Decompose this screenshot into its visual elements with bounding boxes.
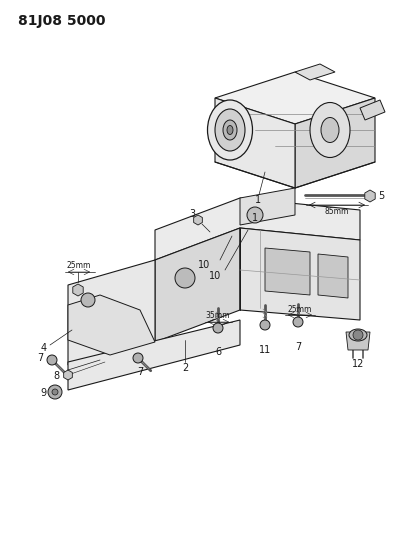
Polygon shape (240, 228, 360, 320)
Text: 1: 1 (255, 195, 261, 205)
Circle shape (48, 385, 62, 399)
Polygon shape (318, 254, 348, 298)
Polygon shape (215, 98, 295, 188)
Circle shape (47, 355, 57, 365)
Ellipse shape (223, 120, 237, 140)
Polygon shape (295, 64, 335, 80)
Text: 8: 8 (53, 371, 59, 381)
Polygon shape (155, 228, 240, 342)
Circle shape (52, 389, 58, 395)
Text: 10: 10 (209, 271, 221, 281)
Text: 7: 7 (37, 353, 43, 363)
Polygon shape (68, 320, 240, 390)
Text: 7: 7 (295, 342, 301, 352)
Polygon shape (194, 215, 202, 225)
Circle shape (133, 353, 143, 363)
Text: 3: 3 (189, 209, 195, 219)
Polygon shape (365, 190, 375, 202)
Circle shape (213, 323, 223, 333)
Polygon shape (68, 260, 155, 365)
Ellipse shape (215, 109, 245, 151)
Text: 81J08 5000: 81J08 5000 (18, 14, 105, 28)
Circle shape (81, 293, 95, 307)
Polygon shape (68, 295, 155, 355)
Text: 25mm: 25mm (288, 305, 312, 314)
Polygon shape (155, 198, 360, 260)
Ellipse shape (227, 125, 233, 134)
Circle shape (175, 268, 195, 288)
Ellipse shape (208, 100, 252, 160)
Text: 25mm: 25mm (67, 262, 91, 271)
Polygon shape (265, 248, 310, 295)
Polygon shape (215, 72, 375, 124)
Polygon shape (240, 188, 295, 225)
Text: 4: 4 (41, 343, 47, 353)
Text: 11: 11 (259, 345, 271, 355)
Ellipse shape (321, 117, 339, 142)
Circle shape (293, 317, 303, 327)
Circle shape (260, 320, 270, 330)
Circle shape (247, 207, 263, 223)
Text: 35mm: 35mm (206, 311, 230, 320)
Polygon shape (360, 100, 385, 120)
Text: 7: 7 (137, 367, 143, 377)
Text: 2: 2 (182, 363, 188, 373)
Polygon shape (64, 370, 72, 380)
Text: 5: 5 (378, 191, 384, 201)
Polygon shape (295, 98, 375, 188)
Text: 1: 1 (252, 213, 258, 223)
Ellipse shape (310, 102, 350, 157)
Text: 9: 9 (40, 388, 46, 398)
Ellipse shape (349, 329, 367, 341)
Circle shape (353, 330, 363, 340)
Text: 10: 10 (198, 260, 210, 270)
Text: 6: 6 (215, 347, 221, 357)
Polygon shape (73, 284, 83, 296)
Text: 85mm: 85mm (325, 207, 349, 216)
Polygon shape (346, 332, 370, 350)
Text: 12: 12 (352, 359, 364, 369)
